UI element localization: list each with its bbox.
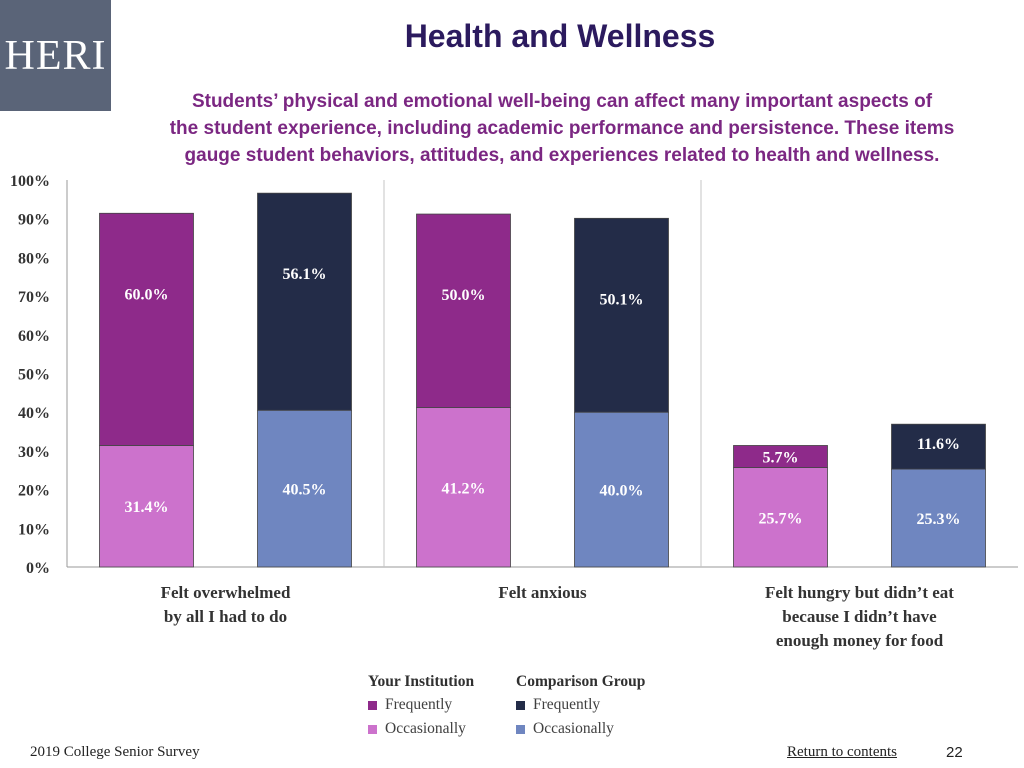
y-tick-label: 0% [26,560,50,577]
subtitle-line: the student experience, including academ… [169,118,955,139]
inst-occasionally-bar [733,467,828,568]
category-label: Felt hungry but didn’t eat [765,583,954,602]
data-label: 60.0% [125,286,169,303]
y-tick-label: 10% [18,521,50,538]
legend-label: Occasionally [385,720,466,737]
category-label: enough money for food [776,631,944,650]
inst-frequently-bar [416,213,511,408]
y-tick-label: 50% [18,367,50,384]
y-tick-label: 30% [18,444,50,461]
data-label: 50.1% [600,291,644,308]
data-label: 31.4% [125,499,169,516]
comp-frequently-bar [257,192,352,411]
legend-header-comparison: Comparison Group [516,673,646,690]
data-label: 11.6% [917,436,960,453]
data-label: 25.7% [759,510,803,527]
comp-occasionally-bar [891,468,986,568]
legend-swatch [516,724,525,734]
legend-label: Occasionally [533,720,614,737]
inst-frequently-bar [99,212,194,446]
page-number: 22 [946,744,963,761]
page-subtitle: Students’ physical and emotional well-be… [130,88,994,169]
inst-frequently-bar [733,445,828,468]
data-label: 40.0% [600,483,644,500]
y-tick-label: 90% [18,212,50,229]
subtitle-line: gauge student behaviors, attitudes, and … [184,145,940,166]
page-title: Health and Wellness [404,18,716,54]
y-tick-label: 20% [18,483,50,500]
comp-frequently-bar [891,423,986,470]
y-tick-label: 80% [18,250,50,267]
survey-name: 2019 College Senior Survey [30,744,200,760]
heri-logo: HERI [0,0,111,111]
legend-item-comp-occasionally: Occasionally [516,717,645,741]
logo-text: HERI [4,32,107,79]
data-label: 5.7% [763,450,799,467]
legend-swatch [516,700,525,710]
legend-label: Frequently [533,696,601,713]
comp-occasionally-bar [574,411,669,568]
legend-comparison: Comparison Group Frequently Occasionally [516,671,645,741]
return-to-contents-link[interactable]: Return to contents [787,744,897,760]
category-label: Felt overwhelmed [161,583,291,602]
legend-swatch [368,724,377,734]
data-label: 40.5% [283,482,327,499]
data-label: 50.0% [442,287,486,304]
category-label: by all I had to do [164,607,287,626]
y-tick-label: 100% [10,173,50,190]
legend-item-inst-occasionally: Occasionally [368,717,474,741]
y-tick-label: 70% [18,289,50,306]
comp-frequently-bar [574,217,669,413]
y-tick-label: 60% [18,328,50,345]
y-tick-label: 40% [18,405,50,422]
data-label: 41.2% [442,480,486,497]
legend-header-institution: Your Institution [368,673,475,690]
legend-label: Frequently [385,696,453,713]
legend-item-inst-frequently: Frequently [368,693,474,717]
category-label: Felt anxious [498,583,587,602]
subtitle-line: Students’ physical and emotional well-be… [191,91,933,112]
stacked-bar-chart: 0% 10% 20% 30% 40% 50% 60% 70% 80% 90% 100% 31.4% 60… [10,173,1018,650]
legend-institution: Your Institution Frequently Occasionally [368,671,474,741]
legend-item-comp-frequently: Frequently [516,693,645,717]
data-label: 25.3% [917,511,961,528]
category-label: because I didn’t have [782,607,937,626]
data-label: 56.1% [283,266,327,283]
legend-swatch [368,700,377,710]
